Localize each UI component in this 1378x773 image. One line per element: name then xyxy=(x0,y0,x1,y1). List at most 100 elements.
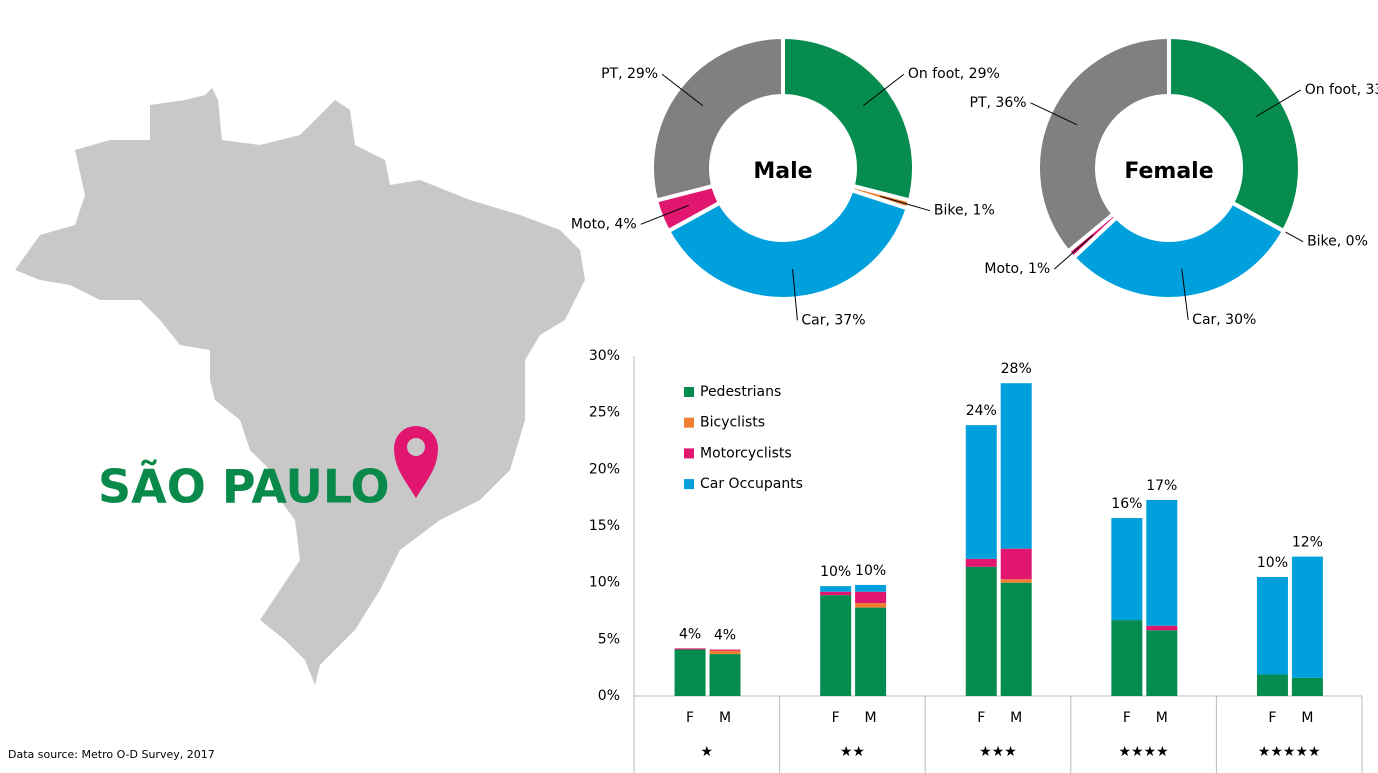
total-label: 10% xyxy=(855,563,886,579)
bar-segment xyxy=(965,425,997,559)
slice-label: Car, 37% xyxy=(801,312,865,328)
bar-segment xyxy=(965,566,997,696)
bar-segment xyxy=(1146,625,1178,631)
y-tick-label: 10% xyxy=(589,575,620,591)
y-tick-label: 30% xyxy=(589,348,620,364)
legend-label: Bicyclists xyxy=(700,415,765,431)
group-label: ★★★★ xyxy=(1118,744,1168,760)
source-note: Data source: Metro O-D Survey, 2017 xyxy=(8,748,215,761)
bar-segment xyxy=(1000,548,1032,580)
total-label: 10% xyxy=(820,564,851,580)
legend-swatch xyxy=(684,479,694,490)
leader-line xyxy=(862,73,905,107)
x-tick-label: F xyxy=(832,710,840,726)
group-label: ★★★★★ xyxy=(1258,744,1321,760)
total-label: 4% xyxy=(679,626,701,642)
bar-segment xyxy=(855,584,887,592)
x-tick-label: F xyxy=(977,710,985,726)
slice-label: PT, 29% xyxy=(601,66,658,82)
x-tick-label: M xyxy=(719,710,731,726)
bar-segment xyxy=(1291,677,1323,696)
bar-segment xyxy=(674,648,706,650)
legend-swatch xyxy=(684,387,694,397)
leader-line xyxy=(792,269,798,321)
leader-line xyxy=(1181,268,1189,320)
bar-segment xyxy=(1000,582,1032,696)
total-label: 16% xyxy=(1111,496,1142,512)
slice-label: Bike, 1% xyxy=(934,203,995,219)
bar-segment xyxy=(1000,579,1032,583)
legend-label: Motorcyclists xyxy=(700,445,792,461)
donut-slice xyxy=(665,187,911,301)
donut-slice xyxy=(1167,34,1303,234)
map-label: SÃO PAULO xyxy=(98,459,390,514)
bar-segment xyxy=(1111,518,1143,621)
slice-label: Car, 30% xyxy=(1192,312,1256,328)
total-label: 4% xyxy=(714,628,736,644)
slice-label: Moto, 4% xyxy=(571,216,637,232)
bar-segment xyxy=(674,649,706,696)
x-tick-label: M xyxy=(865,710,877,726)
group-label: ★ xyxy=(701,744,714,760)
bar-segment xyxy=(1146,630,1178,696)
total-label: 17% xyxy=(1146,478,1177,494)
bar-segment xyxy=(855,603,887,608)
bar-segment xyxy=(1000,383,1032,549)
group-label: ★★★ xyxy=(979,744,1017,760)
bar-segment xyxy=(855,591,887,604)
bar-segment xyxy=(1256,674,1288,696)
leader-line xyxy=(1256,89,1301,117)
group-label: ★★ xyxy=(840,744,865,760)
leader-line xyxy=(880,195,931,212)
bar-segment xyxy=(820,591,852,596)
y-tick-label: 15% xyxy=(589,518,620,534)
x-tick-label: M xyxy=(1156,710,1168,726)
y-tick-label: 25% xyxy=(589,405,620,421)
leader-line xyxy=(640,204,689,225)
bar-segment xyxy=(965,558,997,567)
donut-slice xyxy=(1070,199,1287,301)
bar-segment xyxy=(709,650,741,655)
x-tick-label: M xyxy=(1301,710,1313,726)
slice-label: PT, 36% xyxy=(970,95,1027,111)
x-tick-label: F xyxy=(686,710,694,726)
total-label: 24% xyxy=(966,403,997,419)
donut-slice xyxy=(650,34,785,204)
bar-segment xyxy=(820,586,852,592)
bar-segment xyxy=(820,595,852,696)
location-pin xyxy=(394,426,438,498)
legend-swatch xyxy=(684,448,694,459)
donut-slice xyxy=(781,34,916,204)
charts: On foot, 29% Bike, 1% Car, 37% Moto, 4% PT, … xyxy=(571,34,1378,773)
x-tick-label: F xyxy=(1123,710,1131,726)
bar-segment xyxy=(1256,577,1288,675)
total-label: 12% xyxy=(1292,535,1323,551)
bar-segment xyxy=(709,654,741,696)
legend-label: Car Occupants xyxy=(700,476,803,492)
bar-segment xyxy=(1291,556,1323,678)
legend-label: Pedestrians xyxy=(700,384,781,400)
leader-line xyxy=(1053,234,1094,270)
bar-segment xyxy=(1146,499,1178,626)
bar-segment xyxy=(709,649,741,651)
y-tick-label: 20% xyxy=(589,461,620,477)
slice-label: Bike, 0% xyxy=(1307,234,1368,250)
slice-label: On foot, 29% xyxy=(908,66,1000,82)
donut-slice xyxy=(1036,34,1171,255)
x-tick-label: M xyxy=(1010,710,1022,726)
total-label: 28% xyxy=(1001,361,1032,377)
donut-title: Female xyxy=(1124,159,1213,184)
bar-segment xyxy=(855,607,887,696)
y-tick-label: 0% xyxy=(598,688,620,704)
leader-line xyxy=(661,73,704,107)
bar-segment xyxy=(1111,620,1143,696)
x-tick-label: F xyxy=(1268,710,1276,726)
slice-label: Moto, 1% xyxy=(984,261,1050,277)
leader-line xyxy=(1030,102,1078,126)
legend-swatch xyxy=(684,417,694,428)
donut-title: Male xyxy=(753,159,812,184)
y-tick-label: 5% xyxy=(598,631,620,647)
total-label: 10% xyxy=(1257,555,1288,571)
brazil-map xyxy=(15,88,585,685)
